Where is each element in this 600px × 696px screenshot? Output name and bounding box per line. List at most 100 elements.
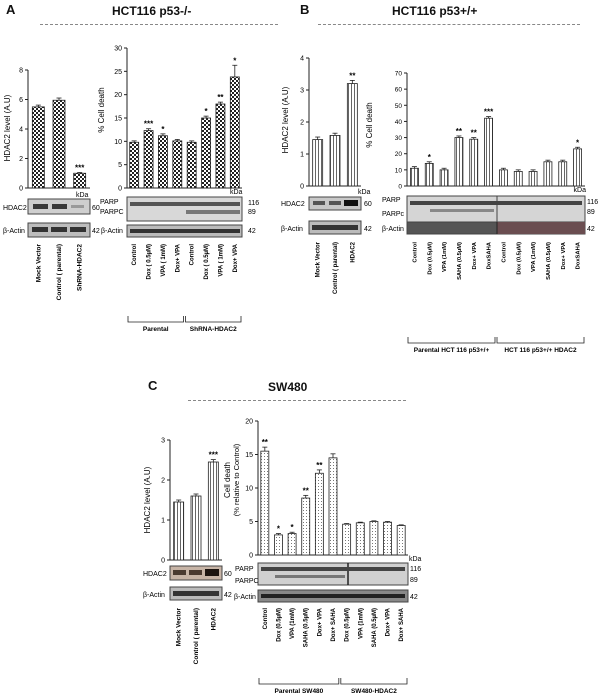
panel-title-c: SW480 <box>268 380 308 394</box>
bar <box>274 534 283 556</box>
bar <box>558 161 568 187</box>
label-c-m89: 89 <box>410 577 418 584</box>
category-label: SAHA (0.5µM) <box>304 608 310 647</box>
label-a-m42: 42 <box>92 228 100 235</box>
y-axis-label: Cell death <box>223 462 232 498</box>
y-tick-label: 2 <box>19 156 23 163</box>
y-tick-label: 0 <box>398 184 402 191</box>
category-label: Control <box>501 242 507 263</box>
blot-c-parp <box>257 562 409 586</box>
label-a-parp: PARP <box>100 199 119 206</box>
category-label: Dox ( 0.5µM) <box>204 244 210 279</box>
label-a-m89: 89 <box>248 209 256 216</box>
group-label: HCT 116 p53+/+ HDAC2 <box>504 347 577 354</box>
group-bracket <box>496 337 585 344</box>
bar <box>301 497 311 556</box>
bar <box>158 135 168 189</box>
bar <box>328 457 338 556</box>
category-label: Control ( parental) <box>333 242 339 294</box>
y-tick-label: 15 <box>114 116 122 123</box>
y-tick-label: 30 <box>395 135 403 142</box>
y-axis-label: HDAC2 level (A.U) <box>143 466 152 533</box>
label-a-kda: kDa <box>76 192 89 199</box>
category-label: Dox+ VPA <box>175 243 181 272</box>
group-label: SW480-HDAC2 <box>351 688 397 695</box>
category-label: SAHA (0.5µM) <box>457 242 463 280</box>
y-axis-label: HDAC2 level (A.U) <box>3 94 12 161</box>
significance-label: * <box>428 153 432 162</box>
bar <box>454 137 464 187</box>
bar <box>207 461 219 561</box>
significance-label: *** <box>484 108 494 117</box>
y-tick-label: 15 <box>245 452 253 459</box>
category-label: HDAC2 <box>210 608 217 631</box>
y-tick-label: 5 <box>249 519 253 526</box>
y-tick-label: 2 <box>300 120 304 127</box>
category-label: Dox+ VPA <box>317 607 323 636</box>
category-label: Dox (0.5µM) <box>345 608 351 642</box>
group-bracket <box>340 678 408 685</box>
bar <box>260 450 270 556</box>
y-tick-label: 40 <box>395 119 403 126</box>
chart-C-death: 0 5 10 15 20 Cell death (% relative to Control… <box>223 419 408 695</box>
bar <box>469 138 479 187</box>
category-label: HDAC2 <box>350 241 356 262</box>
y-tick-label: 0 <box>161 558 165 565</box>
group-label: Parental HCT 116 p53+/+ <box>414 347 490 354</box>
category-label: VPA (1mM) <box>358 608 364 639</box>
y-tick-label: 10 <box>245 486 253 493</box>
y-tick-label: 5 <box>118 162 122 169</box>
y-axis-label: HDAC2 level (A.U) <box>281 86 290 153</box>
significance-label: *** <box>75 164 85 173</box>
bar <box>73 172 87 189</box>
category-label: VPA (1mM) <box>290 608 296 639</box>
category-label: Dox+ SAHA <box>399 607 405 641</box>
label-b-m42b: 42 <box>587 226 595 233</box>
category-label: DoxSAHA <box>487 241 493 269</box>
label-b-kda: kDa <box>358 189 371 196</box>
label-b-hdac2: HDAC2 <box>281 201 305 208</box>
category-label: Mock Vector <box>35 244 42 283</box>
y-tick-label: 4 <box>300 56 304 63</box>
significance-label: * <box>291 523 295 532</box>
significance-label: ** <box>349 71 356 80</box>
group-bracket <box>258 678 340 685</box>
category-label: DoxSAHA <box>576 241 582 269</box>
label-b-m60: 60 <box>364 201 372 208</box>
label-c-m42: 42 <box>224 592 232 599</box>
group-bracket <box>407 337 496 344</box>
bar <box>329 135 341 187</box>
category-label: VPA ( 1mM) <box>161 244 167 277</box>
label-c-parpc: PARPC <box>235 578 259 585</box>
bar <box>383 521 392 556</box>
bar <box>173 501 185 561</box>
label-a-m42b: 42 <box>248 228 256 235</box>
y-tick-label: 60 <box>395 87 403 94</box>
category-label: Control ( parental) <box>193 608 200 664</box>
category-label: Dox (0.5µM) <box>276 608 282 642</box>
category-label: Dox+ VPA <box>561 241 567 269</box>
y-tick-label: 1 <box>161 518 165 525</box>
panel-label-b: B <box>300 2 310 17</box>
category-label: VPA (1mM) <box>531 242 537 272</box>
y-tick-label: 25 <box>114 69 122 76</box>
y-tick-label: 4 <box>19 127 23 134</box>
category-label: Control <box>190 244 196 266</box>
bar <box>143 130 154 189</box>
significance-label: * <box>576 138 580 147</box>
y-axis-label-2: (% relative to Control) <box>232 443 241 516</box>
bar <box>528 171 538 187</box>
category-label: Dox+ VPA <box>233 243 239 272</box>
panel-label-c: C <box>148 378 158 393</box>
bar <box>513 171 523 187</box>
bar <box>355 522 365 556</box>
bar <box>129 141 140 189</box>
y-tick-label: 3 <box>300 88 304 95</box>
bar <box>312 139 324 187</box>
group-label: ShRNA-HDAC2 <box>190 326 237 333</box>
chart-B-hdac2: 0 1 2 3 4 HDAC2 level (A.U) Mock Vector Control… <box>281 56 361 294</box>
label-b-m116: 116 <box>587 199 598 206</box>
label-a-kda2: kDa <box>230 189 243 196</box>
